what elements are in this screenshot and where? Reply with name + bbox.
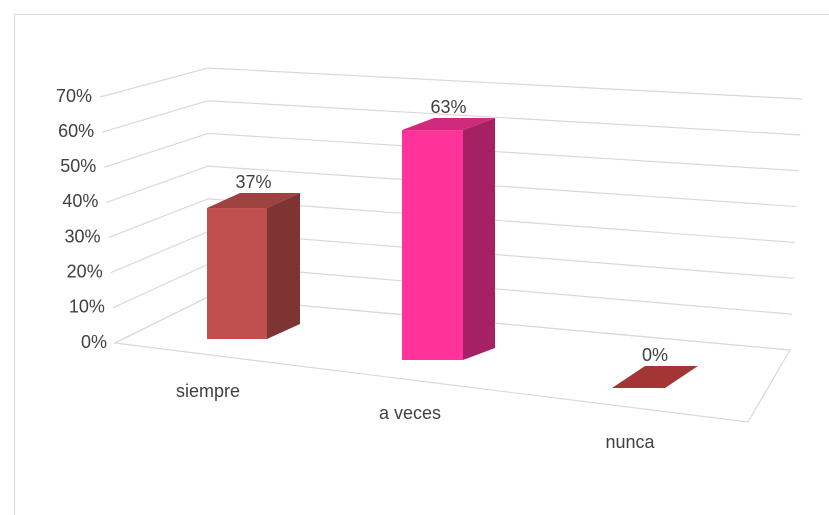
bar-front [207, 208, 267, 339]
y-tick-label: 60% [58, 121, 94, 141]
grid-line [104, 132, 799, 172]
x-tick-label: siempre [176, 381, 240, 401]
y-tick-label: 40% [62, 191, 98, 211]
y-tick-label: 50% [60, 156, 96, 176]
bar-top [612, 366, 698, 388]
value-label: 63% [430, 97, 466, 117]
x-tick-label: nunca [605, 432, 655, 452]
x-tick-label: a veces [379, 403, 441, 423]
y-tick-label: 20% [67, 261, 103, 281]
bar-top [207, 193, 300, 209]
bar-top [402, 118, 495, 131]
bar-side [267, 193, 300, 339]
value-label: 37% [235, 172, 271, 192]
bar-front [402, 130, 463, 360]
grid-line [99, 67, 803, 100]
value-label: 0% [642, 345, 668, 365]
grid-line [106, 165, 797, 208]
grid-line [101, 100, 801, 136]
bar-side [463, 118, 495, 360]
y-tick-label: 10% [69, 297, 105, 317]
y-tick-label: 30% [65, 226, 101, 246]
y-tick-label: 0% [81, 332, 107, 352]
grid-line [108, 198, 796, 244]
y-tick-label: 70% [56, 86, 92, 106]
